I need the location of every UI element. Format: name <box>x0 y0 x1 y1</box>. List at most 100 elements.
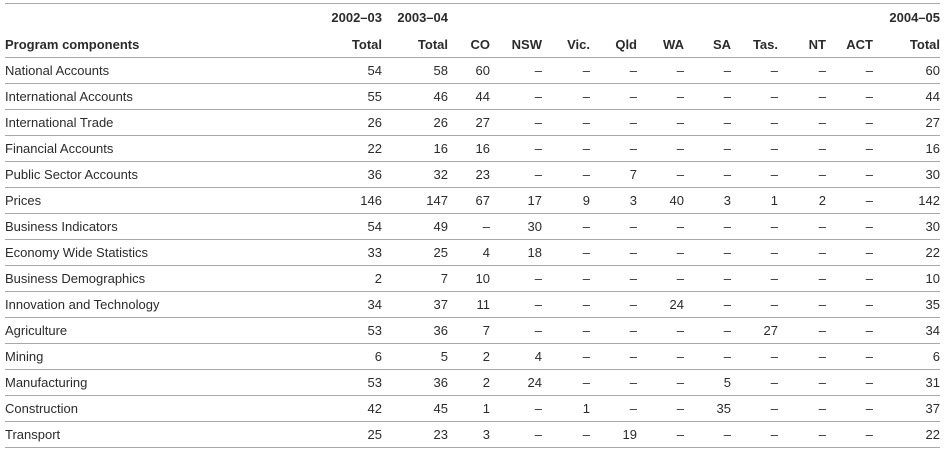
cell-nt: – <box>778 213 826 240</box>
cell-qld: – <box>590 83 637 110</box>
cell-act: – <box>826 109 873 136</box>
table-row: International Trade 26 26 27– – – – – – – –27 <box>5 109 940 136</box>
table-row: Public Sector Accounts 36 32 23– –7– – – – –30 <box>5 161 940 188</box>
cell-sa: 35 <box>684 395 731 422</box>
cell-vic: – <box>542 239 590 266</box>
cell-total-2004-05: 22 <box>873 239 940 266</box>
cell-nsw: 17 <box>490 187 542 214</box>
cell-vic: – <box>542 421 590 448</box>
cell-sa: – <box>684 239 731 266</box>
cell-wa: – <box>637 135 684 162</box>
cell-act: – <box>826 421 873 448</box>
cell-tas: – <box>731 135 778 162</box>
cell-wa: – <box>637 213 684 240</box>
cell-total-2002-03: 146 <box>312 187 382 214</box>
cell-co: 4 <box>448 239 490 266</box>
cell-tas: – <box>731 213 778 240</box>
row-label: Business Indicators <box>5 213 312 240</box>
table-row: Construction 42 45 1–1– –35– – –37 <box>5 395 940 422</box>
cell-tas: 1 <box>731 187 778 214</box>
cell-nt: – <box>778 421 826 448</box>
cell-total-2003-04: 5 <box>382 343 448 370</box>
cell-act: – <box>826 395 873 422</box>
cell-total-2003-04: 45 <box>382 395 448 422</box>
cell-nsw: – <box>490 395 542 422</box>
cell-vic: – <box>542 369 590 396</box>
cell-wa: – <box>637 239 684 266</box>
cell-total-2003-04: 7 <box>382 265 448 292</box>
cell-nsw: – <box>490 265 542 292</box>
cell-act: – <box>826 291 873 318</box>
cell-total-2003-04: 36 <box>382 317 448 344</box>
cell-vic: 1 <box>542 395 590 422</box>
cell-qld: – <box>590 369 637 396</box>
row-label: Public Sector Accounts <box>5 161 312 188</box>
cell-wa: 40 <box>637 187 684 214</box>
cell-total-2003-04: 23 <box>382 421 448 448</box>
cell-sa: 3 <box>684 187 731 214</box>
cell-total-2003-04: 16 <box>382 135 448 162</box>
column-header-qld: Qld <box>590 31 637 58</box>
cell-co: 2 <box>448 369 490 396</box>
cell-sa: – <box>684 265 731 292</box>
table-row: Agriculture 53 36 7– – – – –27– –34 <box>5 317 940 344</box>
cell-sa: – <box>684 343 731 370</box>
header-column-row: Program components Total Total CO NSW Vic. Qld… <box>5 31 940 58</box>
cell-wa: – <box>637 83 684 110</box>
cell-wa: – <box>637 317 684 344</box>
cell-act: – <box>826 135 873 162</box>
cell-wa: 24 <box>637 291 684 318</box>
table-row: Economy Wide Statistics 33 25 4 18– – – – – – –22 <box>5 239 940 266</box>
cell-total-2003-04: 49 <box>382 213 448 240</box>
cell-qld: – <box>590 317 637 344</box>
cell-nt: – <box>778 57 826 84</box>
cell-total-2003-04: 32 <box>382 161 448 188</box>
row-label: Innovation and Technology <box>5 291 312 318</box>
cell-tas: – <box>731 83 778 110</box>
row-label: Economy Wide Statistics <box>5 239 312 266</box>
column-header-wa: WA <box>637 31 684 58</box>
cell-nsw: 24 <box>490 369 542 396</box>
cell-nt: – <box>778 161 826 188</box>
header-blank <box>5 4 312 32</box>
cell-act: – <box>826 57 873 84</box>
cell-co: 23 <box>448 161 490 188</box>
cell-qld: – <box>590 291 637 318</box>
table-row: Transport 25 23 3– –19– – – – –22 <box>5 421 940 448</box>
cell-act: – <box>826 239 873 266</box>
cell-vic: – <box>542 343 590 370</box>
cell-total-2004-05: 16 <box>873 135 940 162</box>
cell-tas: – <box>731 239 778 266</box>
cell-co: 1 <box>448 395 490 422</box>
cell-tas: – <box>731 291 778 318</box>
cell-co: 7 <box>448 317 490 344</box>
cell-total-2002-03: 55 <box>312 83 382 110</box>
header-year-2002-03: 2002–03 <box>331 10 382 25</box>
cell-co: 11 <box>448 291 490 318</box>
cell-co: 3 <box>448 421 490 448</box>
cell-act: – <box>826 343 873 370</box>
cell-vic: – <box>542 291 590 318</box>
cell-nsw: 4 <box>490 343 542 370</box>
cell-qld: 3 <box>590 187 637 214</box>
cell-qld: – <box>590 239 637 266</box>
cell-vic: – <box>542 57 590 84</box>
cell-wa: – <box>637 421 684 448</box>
cell-act: – <box>826 265 873 292</box>
row-label: Financial Accounts <box>5 135 312 162</box>
row-label: Prices <box>5 187 312 214</box>
cell-vic: – <box>542 83 590 110</box>
cell-act: – <box>826 187 873 214</box>
cell-act: – <box>826 83 873 110</box>
cell-sa: – <box>684 109 731 136</box>
cell-sa: – <box>684 421 731 448</box>
cell-nt: – <box>778 109 826 136</box>
cell-vic: – <box>542 135 590 162</box>
cell-sa: – <box>684 317 731 344</box>
cell-total-2003-04: 25 <box>382 239 448 266</box>
cell-sa: – <box>684 83 731 110</box>
column-header-total-2004-05: Total <box>873 31 940 58</box>
table-row: Manufacturing 53 36 2 24– – –5– – –31 <box>5 369 940 396</box>
cell-wa: – <box>637 265 684 292</box>
cell-wa: – <box>637 57 684 84</box>
